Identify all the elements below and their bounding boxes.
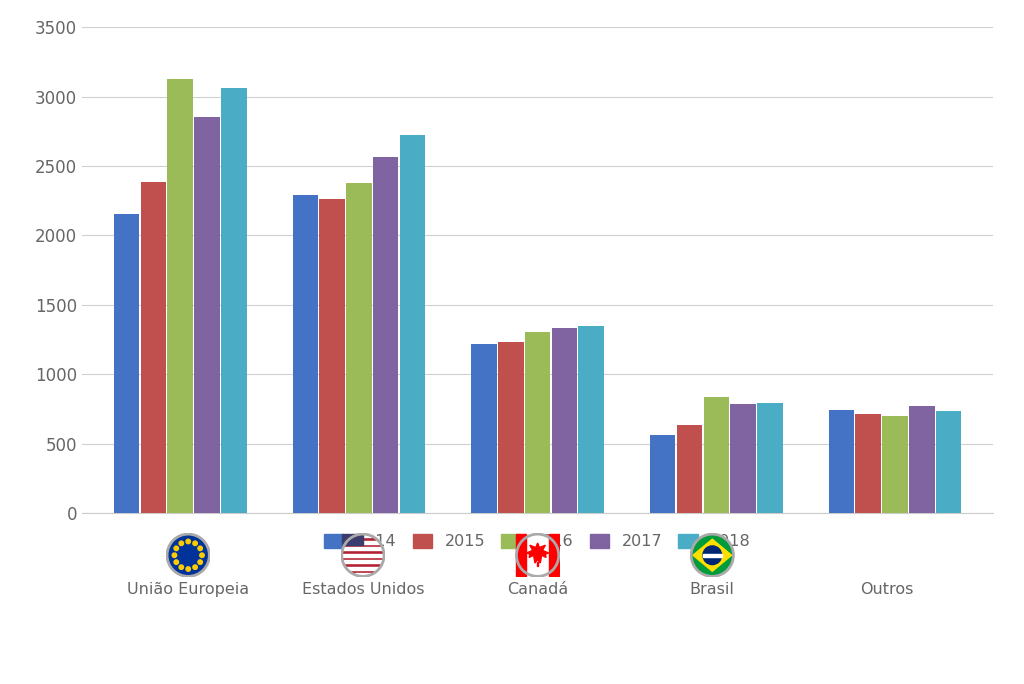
Circle shape xyxy=(167,534,209,577)
Circle shape xyxy=(186,567,190,571)
Text: Estados Unidos: Estados Unidos xyxy=(302,582,424,597)
Bar xyxy=(354,573,371,577)
Circle shape xyxy=(174,560,178,564)
Bar xyxy=(373,157,398,513)
Text: União Europeia: União Europeia xyxy=(127,582,249,597)
Bar xyxy=(343,560,383,564)
Bar xyxy=(346,540,380,544)
Circle shape xyxy=(179,565,183,569)
Bar xyxy=(346,566,380,570)
Bar xyxy=(702,553,722,557)
Bar xyxy=(549,534,559,577)
Circle shape xyxy=(200,553,204,557)
Circle shape xyxy=(179,541,183,546)
Polygon shape xyxy=(526,543,549,563)
Bar xyxy=(552,328,578,513)
Bar xyxy=(342,534,362,546)
Bar xyxy=(498,342,523,513)
Bar xyxy=(471,345,497,513)
Bar xyxy=(319,199,345,513)
Bar xyxy=(883,416,907,513)
Bar xyxy=(516,534,526,577)
Bar xyxy=(293,194,318,513)
Circle shape xyxy=(186,539,190,544)
Bar xyxy=(537,562,539,566)
Circle shape xyxy=(691,534,733,577)
Bar xyxy=(525,332,550,513)
Bar xyxy=(346,183,372,513)
Circle shape xyxy=(702,546,722,564)
Text: Outros: Outros xyxy=(860,582,913,597)
Bar xyxy=(730,404,756,513)
Bar xyxy=(354,534,371,538)
Bar xyxy=(703,397,729,513)
Circle shape xyxy=(342,534,384,577)
Bar xyxy=(757,404,782,513)
Bar xyxy=(855,415,881,513)
Circle shape xyxy=(172,553,177,557)
Circle shape xyxy=(198,560,203,564)
Text: Brasil: Brasil xyxy=(690,582,735,597)
Bar xyxy=(909,406,935,513)
Bar xyxy=(114,214,139,513)
Bar xyxy=(343,547,383,551)
Bar xyxy=(579,326,604,513)
Circle shape xyxy=(516,534,559,577)
Bar xyxy=(195,117,220,513)
Circle shape xyxy=(198,546,203,551)
Bar xyxy=(677,425,702,513)
Polygon shape xyxy=(693,539,731,571)
Bar xyxy=(168,79,193,513)
Bar xyxy=(936,411,962,513)
Bar xyxy=(828,410,854,513)
Circle shape xyxy=(193,541,198,546)
Bar xyxy=(342,553,384,557)
Text: Canadá: Canadá xyxy=(507,582,568,597)
Bar xyxy=(140,182,166,513)
Bar xyxy=(221,88,247,513)
Bar xyxy=(650,435,676,513)
Circle shape xyxy=(174,546,178,551)
Circle shape xyxy=(193,565,198,569)
Bar xyxy=(399,135,425,513)
Legend: 2014, 2015, 2016, 2017, 2018: 2014, 2015, 2016, 2017, 2018 xyxy=(316,526,759,557)
